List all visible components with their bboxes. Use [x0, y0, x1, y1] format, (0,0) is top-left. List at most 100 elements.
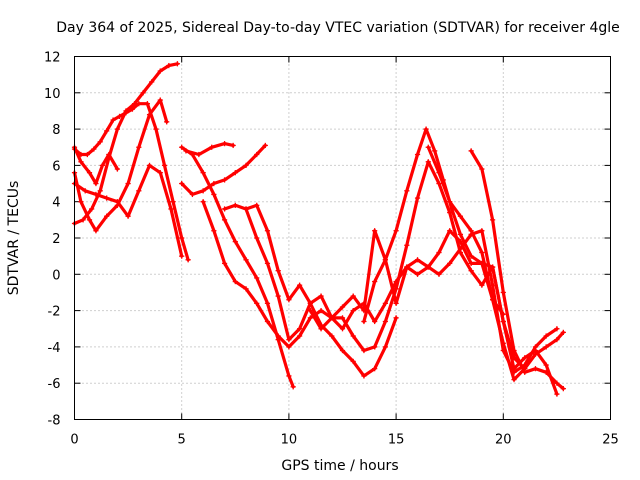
data-point: [339, 315, 346, 321]
data-point: [350, 308, 356, 314]
data-point: [543, 344, 549, 350]
data-point: [457, 249, 464, 256]
data-point: [382, 344, 388, 350]
data-point: [404, 242, 410, 248]
data-point: [372, 366, 378, 372]
data-traces: [71, 61, 566, 397]
data-point: [500, 289, 506, 296]
y-tick-label: 4: [52, 196, 60, 211]
data-point: [307, 300, 313, 306]
data-point: [275, 293, 281, 299]
y-tick-label: 0: [52, 268, 60, 283]
data-point: [221, 141, 228, 147]
data-point: [185, 257, 191, 263]
data-point: [146, 162, 153, 168]
y-tick-label: 12: [44, 51, 61, 66]
data-point: [200, 170, 206, 176]
data-point: [153, 126, 159, 132]
series-track-16: [468, 148, 566, 392]
data-point: [425, 264, 431, 270]
data-point: [166, 62, 172, 69]
data-point: [489, 297, 496, 303]
data-point: [372, 344, 378, 350]
data-point: [511, 347, 517, 354]
data-point: [393, 286, 399, 292]
data-point: [339, 326, 346, 332]
data-point: [125, 180, 131, 187]
data-point: [307, 315, 313, 321]
data-point: [414, 257, 421, 263]
data-point: [275, 333, 281, 339]
data-point: [80, 217, 86, 223]
data-point: [318, 326, 324, 332]
data-point: [168, 206, 174, 212]
data-point: [97, 188, 103, 194]
data-point: [275, 268, 281, 274]
data-point: [129, 106, 135, 112]
data-point: [447, 228, 453, 234]
data-point: [232, 239, 238, 245]
data-point: [179, 144, 185, 150]
series-line: [184, 142, 235, 157]
data-point: [161, 162, 168, 168]
data-point: [114, 202, 120, 208]
y-tick-label: 6: [52, 159, 60, 174]
series-track-6: [179, 144, 296, 390]
data-point: [144, 101, 150, 107]
data-point: [82, 188, 88, 194]
data-point: [489, 217, 496, 223]
data-point: [318, 293, 324, 299]
data-point: [232, 170, 238, 176]
data-point: [414, 151, 421, 158]
data-point: [221, 177, 228, 183]
data-point: [211, 180, 217, 187]
data-point: [264, 260, 271, 267]
data-point: [297, 282, 303, 288]
data-point: [432, 148, 438, 154]
data-point: [221, 260, 228, 267]
data-point: [339, 304, 346, 310]
y-tick-label: -4: [48, 341, 61, 356]
series-line: [469, 149, 565, 391]
y-tick-label: 8: [52, 123, 60, 138]
data-point: [457, 213, 464, 219]
series-track-8: [183, 141, 236, 158]
axis-ticks: 0 5 10 15 20 25 -8 -6 -4 -2 0 2 4 6 8 10 12: [44, 51, 619, 448]
series-line: [201, 200, 377, 353]
data-point: [329, 315, 335, 321]
data-point: [78, 159, 84, 165]
data-point: [414, 271, 421, 277]
data-point: [179, 180, 185, 187]
data-point: [179, 253, 185, 259]
data-point: [307, 308, 313, 314]
data-point: [522, 369, 528, 375]
data-point: [254, 202, 260, 208]
data-point: [479, 249, 485, 256]
data-point: [447, 199, 453, 205]
series-track-15: [425, 144, 566, 383]
data-point: [393, 228, 399, 234]
data-point: [254, 151, 260, 158]
data-point: [500, 340, 506, 346]
data-point: [91, 146, 97, 152]
data-point: [157, 68, 163, 74]
x-tick-label: 0: [70, 433, 78, 448]
data-point: [286, 373, 292, 379]
data-point: [254, 235, 260, 241]
data-point: [116, 113, 123, 119]
data-point: [78, 199, 84, 205]
data-point: [543, 362, 549, 368]
data-point: [170, 199, 176, 205]
series-line: [223, 203, 398, 378]
data-point: [114, 166, 120, 172]
data-point: [286, 297, 292, 303]
data-point: [114, 126, 120, 132]
data-point: [149, 79, 155, 85]
data-point: [286, 344, 292, 350]
data-point: [393, 315, 399, 321]
y-tick-label: -2: [48, 305, 61, 320]
data-point: [262, 142, 268, 149]
data-point: [350, 358, 356, 365]
data-point: [164, 119, 170, 125]
